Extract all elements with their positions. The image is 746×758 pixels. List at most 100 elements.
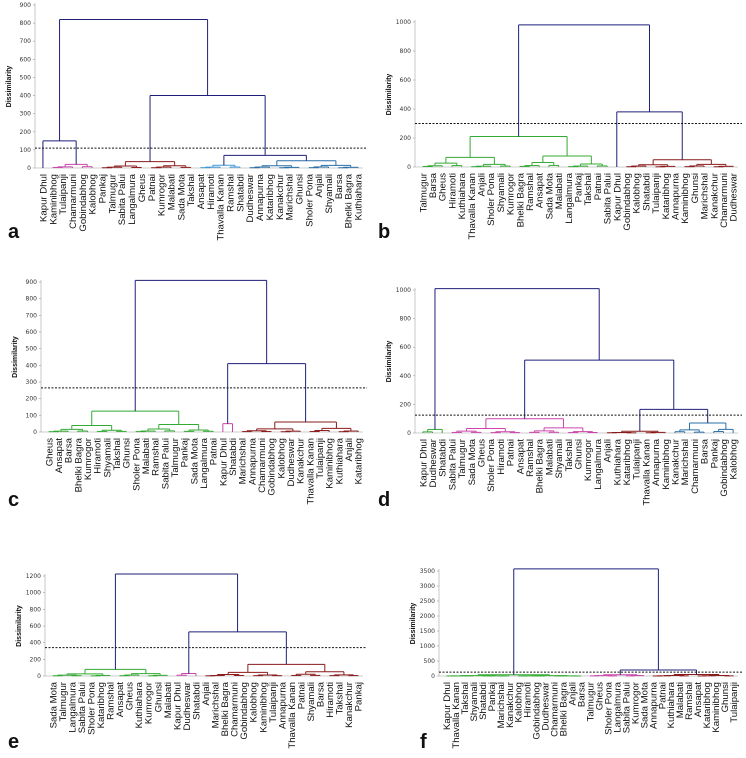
panel-letter: d (378, 489, 390, 511)
leaf-label: Ghunsi (294, 174, 305, 204)
y-tick-label: 1200 (26, 573, 41, 580)
y-tick-label: 500 (26, 346, 38, 353)
leaf-label: Kapur Dhul (38, 174, 49, 222)
leaf-label: Sabita Palui (160, 438, 171, 489)
y-tick-label: 700 (26, 312, 38, 319)
leaf-label: Kalobhog (729, 439, 740, 480)
leaf-label: Gheus (125, 682, 136, 710)
leaf-label: Langalmura (593, 438, 604, 489)
leaf-label: Talmugur (107, 173, 118, 213)
leaf-label: Kumrogor (630, 681, 641, 724)
y-tick-label: 3000 (420, 583, 435, 590)
leaf-label: Tulaipanji (651, 173, 662, 214)
leaf-label: Tulaipanji (58, 174, 69, 215)
panel-letter: a (8, 221, 20, 243)
leaf-label: Ghunsi (153, 682, 164, 712)
leaf-label: Sabita Palui (77, 682, 88, 733)
y-axis-label: Dissimilarity (12, 336, 19, 378)
leaf-label: Pankaj (574, 173, 585, 202)
leaf-label: Sholer Pona (603, 681, 614, 734)
leaf-label: Kapur Dhul (612, 173, 623, 221)
leaf-label: Anjali (201, 682, 212, 705)
leaf-label: Patnai (657, 682, 668, 709)
leaf-label: Ramshal (106, 682, 117, 720)
leaf-label: Kalobhog (249, 682, 260, 723)
leaf-label: Patnai (209, 438, 220, 465)
leaf-label: Langalmura (67, 681, 78, 732)
leaf-label: Langalmura (199, 437, 210, 488)
leaf-label: Ansapat (196, 174, 207, 210)
leaf-label: Kumrogor (506, 172, 517, 215)
leaf-label: Anjali (568, 682, 579, 705)
leaf-label: Kuthiahara (334, 437, 345, 484)
leaf-label: Ansapat (693, 682, 704, 718)
y-tick-label: 0 (407, 430, 411, 437)
leaf-label: Barsa (334, 173, 345, 199)
leaf-label: Kumrogor (144, 681, 155, 724)
leaf-label: Kataribhog (96, 682, 107, 728)
leaf-label: Kumrogor (83, 437, 94, 480)
y-axis-label: Dissimilarity (386, 74, 393, 116)
y-tick-label: 2000 (420, 613, 435, 620)
leaf-label: Gobindabhog (719, 439, 730, 497)
leaf-label: Hiramoti (206, 174, 217, 210)
leaf-label: Patnai (506, 439, 517, 466)
leaf-label: Langalmura (564, 172, 575, 223)
leaf-label: Dudheswar (286, 437, 297, 486)
y-tick-label: 0 (27, 165, 31, 172)
leaf-label: Gobindabhog (267, 438, 278, 496)
y-axis-label: Dissimilarity (386, 341, 393, 383)
leaf-label: Shyamali (102, 438, 113, 477)
leaf-label: Shyamali (469, 682, 480, 721)
y-tick-label: 500 (20, 74, 32, 81)
leaf-label: Kapur Dhul (418, 439, 429, 487)
leaf-label: Kaminibhog (48, 174, 59, 225)
leaf-label: Gheus (594, 682, 605, 710)
y-tick-label: 200 (400, 401, 412, 408)
leaf-label: Sabita Palui (117, 174, 128, 225)
leaf-label: Chamarmuni (550, 682, 561, 737)
leaf-label: Takshal (583, 173, 594, 206)
leaf-label: Barsa (428, 172, 439, 198)
leaf-label: Tulaipanji (315, 438, 326, 479)
leaf-label: Gobindabhog (622, 173, 633, 231)
leaf-label: Kalobhog (632, 173, 643, 214)
panel-f: 0 500 1000 1500 2000 2500 3000 3500 Dissimilarit… (410, 568, 742, 753)
y-tick-label: 600 (400, 77, 412, 84)
leaf-label: Langalmura (127, 173, 138, 224)
leaf-label: Malabati (166, 174, 177, 210)
y-axis-label: Dissimilarity (6, 66, 13, 108)
leaf-label: Kuthiahara (612, 438, 623, 485)
leaf-label: Sholer Pona (86, 681, 97, 734)
leaf-label: Kataribhog (354, 438, 365, 484)
leaf-label: Takshal (112, 438, 123, 471)
leaf-label: Hiramoti (496, 439, 507, 475)
leaf-label: Gheus (44, 438, 55, 466)
y-tick-label: 400 (400, 106, 412, 113)
leaf-label: Sabita Palui (447, 439, 458, 490)
y-tick-label: 300 (20, 111, 32, 118)
leaf-label: Thavalla Kanan (216, 174, 227, 241)
leaf-label: Bhelki Bagra (535, 438, 546, 493)
leaf-label: Barsa (700, 438, 711, 464)
y-tick-label: 800 (20, 20, 32, 27)
leaf-label: Marichshal (680, 439, 691, 485)
leaf-label: Ramshal (684, 682, 695, 720)
y-tick-label: 900 (26, 279, 38, 286)
leaf-label: Shyamali (306, 682, 317, 721)
y-tick-label: 200 (26, 396, 38, 403)
y-tick-label: 0 (431, 673, 435, 680)
leaf-label: Ramshal (525, 173, 536, 211)
leaf-label: Shatabdi (228, 438, 239, 476)
y-tick-label: 0 (37, 673, 41, 680)
y-tick-label: 800 (400, 48, 412, 55)
leaf-label: Shatabdi (641, 173, 652, 211)
leaf-label: Kataribhog (622, 439, 633, 485)
leaf-label: Kataribhog (661, 173, 672, 219)
leaf-label: Gobindabhog (78, 174, 89, 232)
leaf-label: Ghunsi (690, 173, 701, 203)
y-tick-label: 900 (20, 2, 32, 9)
leaf-label: Marichshal (496, 682, 507, 728)
leaf-label: Gobindabhog (239, 682, 250, 740)
